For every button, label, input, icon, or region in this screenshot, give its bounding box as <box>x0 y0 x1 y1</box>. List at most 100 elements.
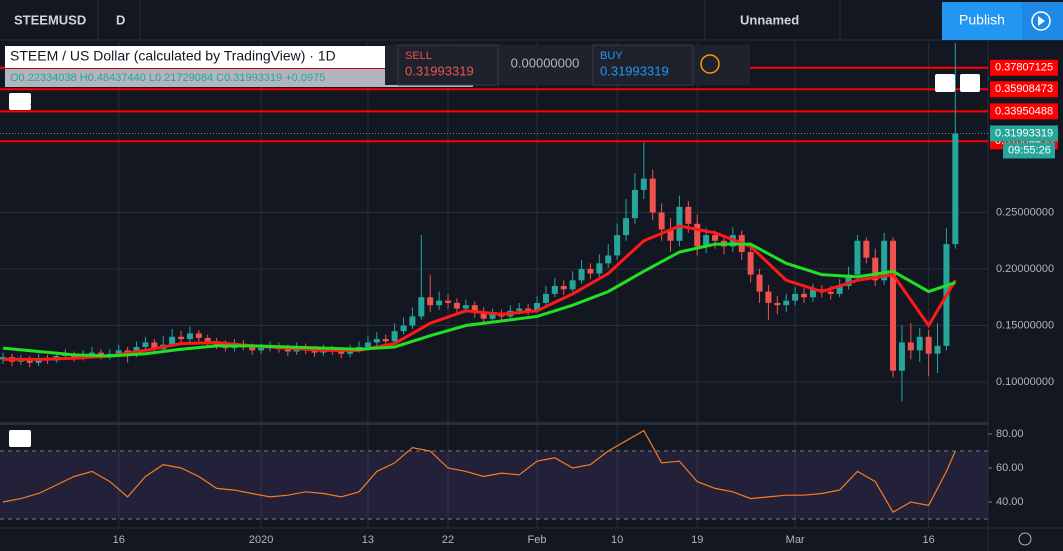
candle-body <box>854 240 861 275</box>
last-price-label: 0.31993319 <box>995 127 1053 139</box>
candle-body <box>658 212 665 230</box>
candle-body <box>845 274 852 286</box>
buy-button[interactable] <box>592 44 694 86</box>
level-tag <box>990 103 1058 120</box>
settings-icon[interactable] <box>1018 532 1032 546</box>
x-tick-label: 16 <box>113 534 125 546</box>
candle-body <box>685 206 692 224</box>
rsi-tick-label: 80.00 <box>996 428 1024 440</box>
spread: 0.00000000 <box>511 55 580 70</box>
candle-body <box>827 291 834 294</box>
publish-button[interactable] <box>942 2 1022 40</box>
x-tick-label: Mar <box>786 534 805 546</box>
candle-body <box>916 336 923 351</box>
y-tick-label: 0.15000000 <box>996 319 1054 331</box>
candle-body <box>836 285 843 294</box>
sell-price[interactable]: 0.31993319 <box>405 63 474 78</box>
candle-body <box>542 293 549 303</box>
candle-body <box>551 285 558 294</box>
info-icon[interactable] <box>700 54 720 74</box>
x-tick-label: Feb <box>528 534 547 546</box>
y-tick-label: 0.20000000 <box>996 263 1054 275</box>
toolbar <box>0 0 1063 40</box>
candle-body <box>907 342 914 351</box>
level-tag <box>990 81 1058 98</box>
buy-label[interactable]: BUY <box>600 50 623 62</box>
x-tick-label: 2020 <box>249 534 273 546</box>
candle-body <box>445 300 452 303</box>
x-tick-label: 22 <box>442 534 454 546</box>
sell-label[interactable]: SELL <box>405 50 432 62</box>
candle-body <box>809 289 816 298</box>
rsi-band <box>0 451 988 519</box>
candle-body <box>694 223 701 247</box>
candle-body <box>89 352 96 355</box>
candle-body <box>338 351 345 354</box>
rsi-tick-label: 40.00 <box>996 496 1024 508</box>
x-tick-label: 19 <box>691 534 703 546</box>
candle-body <box>258 348 265 351</box>
y-tick-label: 0.25000000 <box>996 206 1054 218</box>
candle-body <box>676 206 683 241</box>
x-tick-label: 13 <box>362 534 374 546</box>
candle-body <box>516 308 523 311</box>
candle-body <box>311 350 318 353</box>
sell-button[interactable] <box>397 44 499 86</box>
candle-body <box>640 178 647 190</box>
candle-body <box>614 235 621 256</box>
candle-body <box>534 302 541 311</box>
level-label: 0.35908473 <box>995 83 1053 95</box>
level-tag <box>990 59 1058 76</box>
publish-label[interactable]: Publish <box>959 12 1005 28</box>
candle-body <box>186 333 193 340</box>
level-label: 0.33950488 <box>995 105 1053 117</box>
moving-average <box>3 224 957 361</box>
settings-button[interactable] <box>960 74 980 92</box>
rsi-tick-label: 60.00 <box>996 462 1024 474</box>
candle-body <box>471 305 478 312</box>
candle-body <box>623 218 630 236</box>
candle-body <box>453 302 460 309</box>
indicator-toggle[interactable] <box>9 93 31 110</box>
candle-body <box>596 263 603 274</box>
candle-body <box>364 342 371 347</box>
candle-body <box>649 178 656 213</box>
indicator-count[interactable]: 2 <box>30 96 36 108</box>
y-tick-label: 0.10000000 <box>996 376 1054 388</box>
layout-name[interactable]: Unnamed <box>740 12 799 27</box>
legend-box <box>5 46 385 68</box>
candle-body <box>382 339 389 342</box>
candle-body <box>756 274 763 292</box>
symbol[interactable]: STEEMUSD <box>14 12 86 27</box>
candle-body <box>863 240 870 258</box>
pane-divider <box>0 422 988 425</box>
candle-body <box>418 297 425 317</box>
countdown-tag <box>1003 142 1055 159</box>
rsi-line <box>2 429 956 514</box>
candle-body <box>925 336 932 354</box>
level-label: 0.37807125 <box>995 62 1053 74</box>
candle-body <box>178 336 185 340</box>
candle-body <box>347 350 354 354</box>
interval[interactable]: D <box>116 12 125 27</box>
candle-body <box>881 240 888 281</box>
candle-body <box>872 257 879 281</box>
candle-body <box>249 346 256 351</box>
last-price-tag <box>990 125 1058 142</box>
moving-average <box>2 242 956 358</box>
candle-body <box>792 293 799 301</box>
candle-body <box>142 342 149 347</box>
rsi-toggle[interactable] <box>9 430 31 447</box>
candle-body <box>631 189 638 219</box>
candle-body <box>587 269 594 274</box>
legend-title: STEEM / US Dollar (calculated by Trading… <box>10 48 336 64</box>
buy-price[interactable]: 0.31993319 <box>600 63 669 78</box>
scroll-button[interactable] <box>935 74 955 92</box>
candle-body <box>667 229 674 241</box>
x-tick-label: 10 <box>611 534 623 546</box>
countdown-label: 09:55:26 <box>1008 144 1051 156</box>
candle-body <box>801 293 808 298</box>
candle-body <box>400 325 407 332</box>
candle-body <box>427 297 434 306</box>
